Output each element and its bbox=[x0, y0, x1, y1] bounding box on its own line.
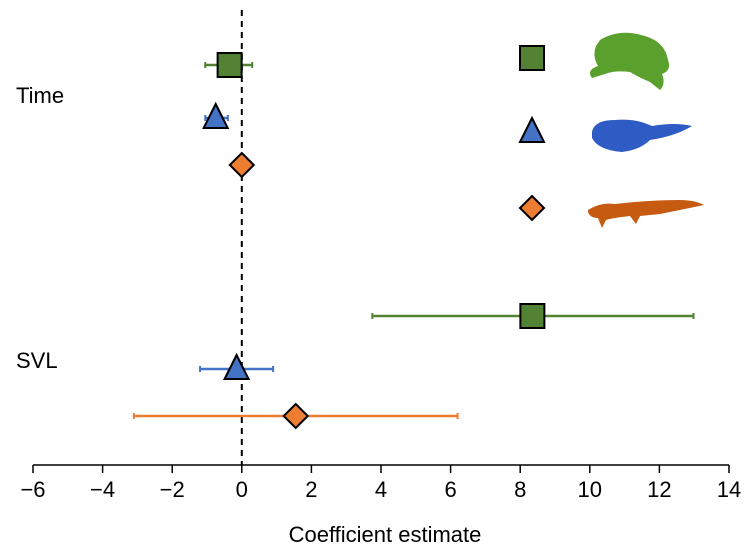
legend-silhouettes bbox=[588, 32, 704, 228]
x-tick-label: 12 bbox=[647, 477, 671, 502]
x-tick-label: 6 bbox=[444, 477, 456, 502]
x-tick-label: −4 bbox=[90, 477, 115, 502]
x-tick-label: −2 bbox=[160, 477, 185, 502]
point bbox=[228, 151, 256, 179]
point bbox=[202, 101, 230, 129]
legend-marker bbox=[518, 194, 546, 222]
x-tick-label: 10 bbox=[578, 477, 602, 502]
point bbox=[216, 52, 243, 78]
point bbox=[222, 352, 251, 380]
x-tick-label: 2 bbox=[305, 477, 317, 502]
frog-icon bbox=[590, 32, 670, 90]
x-tick-label: 4 bbox=[375, 477, 387, 502]
salamander-icon bbox=[588, 200, 704, 228]
x-tick-label: 14 bbox=[717, 477, 741, 502]
point bbox=[519, 303, 546, 329]
legend-marker bbox=[518, 115, 546, 143]
x-tick-label: 0 bbox=[236, 477, 248, 502]
legend-marker bbox=[519, 45, 545, 71]
x-tick-label: 8 bbox=[514, 477, 526, 502]
x-tick-label: −6 bbox=[20, 477, 45, 502]
x-axis-title: Coefficient estimate bbox=[289, 522, 482, 547]
tadpole-icon bbox=[592, 119, 692, 152]
category-label: SVL bbox=[16, 348, 58, 373]
point bbox=[282, 402, 310, 430]
category-label: Time bbox=[16, 83, 64, 108]
